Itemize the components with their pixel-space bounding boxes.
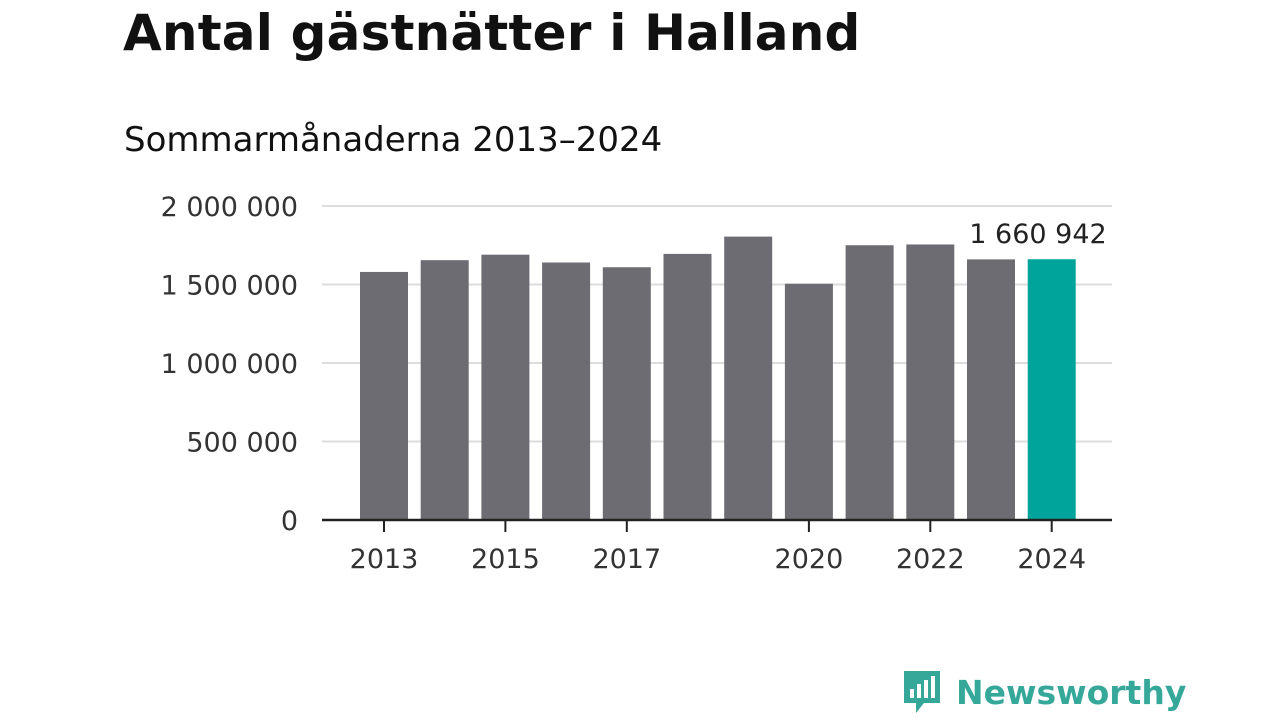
bar-2014 <box>420 260 469 520</box>
data-label-2024: 1 660 942 <box>969 219 1106 250</box>
bars <box>360 236 1076 521</box>
x-tick-label: 2013 <box>350 544 419 575</box>
bar-2021 <box>845 245 894 520</box>
x-tick-label: 2020 <box>775 544 844 575</box>
y-tick-label: 1 000 000 <box>161 349 298 380</box>
bar-2024 <box>1027 259 1076 520</box>
brand-name: Newsworthy <box>956 672 1187 712</box>
newsworthy-logo-icon <box>904 671 940 713</box>
x-axis-tick-labels: 2013 2015 2017 2020 2022 2024 <box>350 544 1086 575</box>
x-tick-label: 2017 <box>592 544 661 575</box>
bar-2017 <box>602 267 651 520</box>
bar-2013 <box>360 271 408 520</box>
chart-subtitle: Sommarmånaderna 2013–2024 <box>124 120 663 160</box>
annotations: 1 660 942 <box>969 219 1106 250</box>
bar-2022 <box>906 244 955 520</box>
y-tick-label: 2 000 000 <box>161 192 298 223</box>
x-axis <box>322 518 1112 532</box>
bar-2023 <box>967 259 1015 520</box>
y-axis-tick-labels: 0 500 000 1 000 000 1 500 000 2 000 000 <box>161 192 298 537</box>
bar-2018 <box>663 253 712 520</box>
x-tick-label: 2022 <box>896 544 965 575</box>
bar-2016 <box>542 262 591 520</box>
bar-2019 <box>724 236 773 521</box>
bar-2020 <box>784 283 833 520</box>
y-tick-label: 500 000 <box>186 428 298 459</box>
bar-2015 <box>481 254 530 521</box>
bar-chart: 0 500 000 1 000 000 1 500 000 2 000 000 2013… <box>161 192 1112 575</box>
y-tick-label: 0 <box>281 506 298 537</box>
x-tick-label: 2015 <box>471 544 540 575</box>
x-tick-label: 2024 <box>1017 544 1086 575</box>
brand-logo: Newsworthy <box>902 670 1186 714</box>
y-tick-label: 1 500 000 <box>161 271 298 302</box>
chart-title: Antal gästnätter i Halland <box>123 4 861 62</box>
